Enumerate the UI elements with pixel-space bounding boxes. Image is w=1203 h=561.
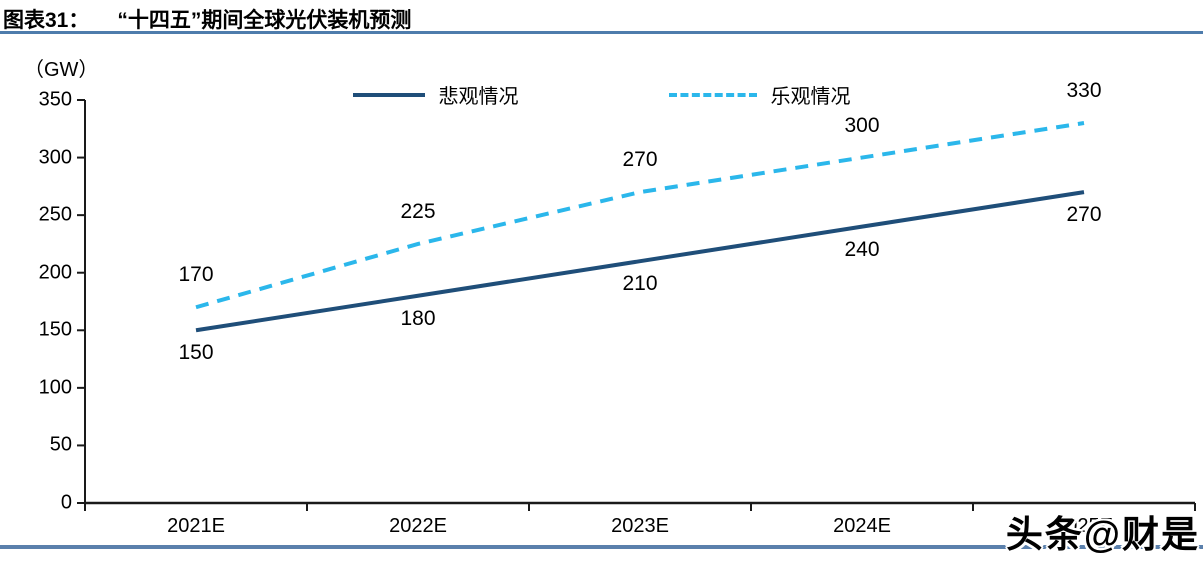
legend-item-pessimistic: 悲观情况 (352, 80, 519, 109)
y-tick-label: 150 (38, 318, 72, 341)
y-tick-label: 250 (38, 203, 72, 226)
legend-item-optimistic: 乐观情况 (668, 80, 851, 109)
pessimistic-line-swatch-icon (352, 92, 425, 97)
chart-title-text: “十四五”期间全球光伏装机预测 (117, 9, 412, 32)
optimistic-line-swatch-icon (668, 92, 757, 97)
x-tick-label: 2025E (1055, 515, 1113, 537)
x-tick-label: 2023E (611, 515, 669, 537)
y-tick-label: 300 (38, 146, 72, 169)
data-label-pessimistic: 270 (1066, 203, 1102, 227)
data-label-optimistic: 225 (400, 199, 436, 223)
bottom-divider-line (0, 545, 1203, 549)
title-divider-line (0, 31, 1203, 34)
legend-label-pessimistic: 悲观情况 (438, 86, 519, 108)
data-label-optimistic: 300 (844, 113, 880, 137)
x-tick-label: 2022E (389, 515, 447, 537)
data-label-pessimistic: 150 (178, 341, 214, 365)
data-label-pessimistic: 240 (844, 237, 880, 261)
legend-label-optimistic: 乐观情况 (770, 86, 851, 108)
y-axis-unit-label: （GW） (24, 59, 99, 81)
watermark: 头条@财是 (1005, 514, 1200, 555)
x-tick-label: 2021E (167, 515, 225, 537)
data-label-pessimistic: 210 (622, 272, 658, 296)
series-line-pessimistic (195, 190, 1085, 333)
y-tick-label: 50 (49, 433, 72, 456)
y-tick-label: 200 (38, 261, 72, 284)
series-line-optimistic (195, 121, 1085, 310)
data-label-optimistic: 330 (1066, 79, 1102, 103)
y-tick-label: 350 (38, 88, 72, 111)
data-label-optimistic: 270 (622, 148, 658, 172)
chart-legend: 悲观情况 乐观情况 (0, 80, 1203, 109)
x-tick-label: 2024E (833, 515, 891, 537)
data-label-pessimistic: 180 (400, 306, 436, 330)
chart-title: 图表31： “十四五”期间全球光伏装机预测 (3, 4, 411, 34)
data-label-optimistic: 170 (178, 263, 214, 287)
y-tick-label: 100 (38, 376, 72, 399)
y-tick-label: 0 (60, 491, 72, 514)
chart-title-prefix: 图表31： (3, 9, 90, 32)
